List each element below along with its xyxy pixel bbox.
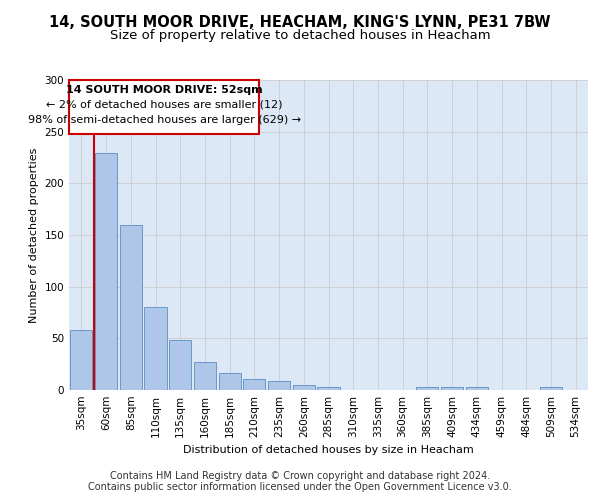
Text: Contains HM Land Registry data © Crown copyright and database right 2024.: Contains HM Land Registry data © Crown c… [110, 471, 490, 481]
Bar [169, 340, 191, 390]
Bar [95, 154, 117, 390]
Bar [145, 308, 167, 390]
Bar [293, 385, 315, 390]
Bar [70, 330, 92, 390]
Text: 98% of semi-detached houses are larger (629) →: 98% of semi-detached houses are larger (… [28, 116, 301, 126]
Bar [218, 374, 241, 390]
Bar [194, 362, 216, 390]
Bar [243, 378, 265, 390]
Text: 14, SOUTH MOOR DRIVE, HEACHAM, KING'S LYNN, PE31 7BW: 14, SOUTH MOOR DRIVE, HEACHAM, KING'S LY… [49, 15, 551, 30]
Text: Contains public sector information licensed under the Open Government Licence v3: Contains public sector information licen… [88, 482, 512, 492]
Bar [466, 387, 488, 390]
Text: 14 SOUTH MOOR DRIVE: 52sqm: 14 SOUTH MOOR DRIVE: 52sqm [66, 86, 262, 96]
Bar [441, 387, 463, 390]
Bar [119, 224, 142, 390]
Bar [69, 80, 259, 134]
Bar [540, 387, 562, 390]
Text: ← 2% of detached houses are smaller (12): ← 2% of detached houses are smaller (12) [46, 100, 283, 110]
Bar [317, 387, 340, 390]
Bar [416, 387, 439, 390]
X-axis label: Distribution of detached houses by size in Heacham: Distribution of detached houses by size … [183, 446, 474, 456]
Y-axis label: Number of detached properties: Number of detached properties [29, 148, 39, 322]
Bar [268, 380, 290, 390]
Text: Size of property relative to detached houses in Heacham: Size of property relative to detached ho… [110, 30, 490, 43]
